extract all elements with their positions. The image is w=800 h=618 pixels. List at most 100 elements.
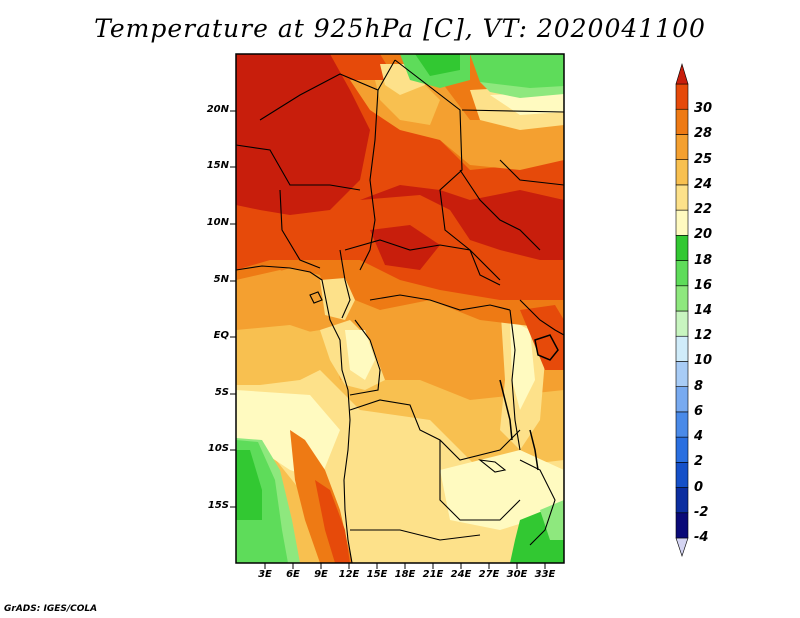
colorbar-box: [675, 487, 689, 514]
colorbar-box: [675, 184, 689, 211]
southwest-green-core: [236, 450, 262, 520]
congo-river-corridor: [345, 330, 375, 380]
lon-label-3e: 3E: [258, 569, 272, 580]
nile-cool-core: [490, 92, 564, 115]
namib-hot-core: [315, 480, 350, 563]
lat-label-15n: 15N: [206, 160, 229, 171]
colorbar-box: [675, 411, 689, 438]
border-east-rift: [509, 309, 521, 451]
colorbar-label: 24: [694, 176, 713, 192]
colorbar-label: 2: [694, 454, 704, 470]
lake-kariba: [478, 459, 507, 473]
lon-label-24e: 24E: [450, 569, 472, 580]
colorbar-label: 0: [694, 479, 704, 495]
colorbar-label: -2: [694, 504, 709, 520]
lake-victoria: [534, 334, 559, 361]
border-cameroon: [339, 249, 351, 319]
axis-ticks: [230, 110, 546, 569]
colorbar-label: 20: [694, 227, 713, 243]
colorbar-label: 8: [694, 378, 704, 394]
colorbar-label: 12: [694, 328, 713, 344]
border-drc-south: [349, 399, 521, 461]
colorbar-box: [675, 512, 689, 539]
colorbar-label: 22: [694, 202, 713, 218]
colorbar-label: 4: [694, 429, 704, 445]
lat-label-eq: EQ: [213, 330, 229, 341]
grads-credit: GrADS: IGES/COLA: [4, 604, 98, 614]
colorbar-box: [675, 209, 689, 236]
colorbar-box: [675, 361, 689, 387]
border-namibia: [350, 529, 481, 541]
west-hot-core: [236, 54, 370, 215]
colorbar-box: [675, 436, 689, 463]
colorbar-box: [675, 335, 689, 362]
lon-label-33e: 33E: [534, 569, 556, 580]
colorbar-box: [675, 462, 689, 488]
border-car: [344, 239, 501, 286]
guinea-coast-ocean: [236, 268, 330, 340]
lat-label-10n: 10N: [206, 217, 229, 228]
border-congo-river: [349, 319, 381, 396]
lon-label-15e: 15E: [366, 569, 388, 580]
central-hot-core: [360, 185, 564, 260]
colorbar-label: 6: [694, 403, 704, 419]
colorbar-label: 14: [694, 303, 713, 318]
lake-tanganyika: [499, 379, 513, 441]
border-angola-zambia: [439, 440, 521, 521]
border-drc-north: [369, 294, 511, 311]
north-green-core: [415, 54, 460, 76]
borders: [236, 59, 564, 563]
coastline-west: [236, 265, 353, 563]
border-nigeria: [279, 189, 321, 269]
lat-label-15s: 15S: [207, 500, 229, 511]
colorbar-box: [675, 310, 689, 337]
colorbar-label: 28: [694, 126, 713, 142]
border-horn: [499, 159, 564, 186]
colorbar: [675, 62, 689, 557]
lon-label-30e: 30E: [506, 569, 528, 580]
border-niger-mali: [236, 144, 361, 191]
lat-label-5s: 5S: [214, 387, 229, 398]
colorbar-box: [675, 159, 689, 186]
colorbar-box: [675, 386, 689, 413]
colorbar-label: 16: [694, 277, 713, 293]
colorbar-label: -4: [694, 530, 709, 545]
plot-frame: [235, 53, 565, 564]
colorbar-box: [675, 134, 689, 160]
lon-label-21e: 21E: [422, 569, 444, 580]
lon-label-9e: 9E: [314, 569, 328, 580]
border-mozambique: [519, 459, 556, 546]
lat-label-5n: 5N: [213, 274, 229, 285]
map-title: Temperature at 925hPa [C], VT: 202004110…: [94, 14, 706, 43]
colorbar-label: 30: [694, 101, 713, 117]
plateau-band-east: [440, 450, 564, 530]
temperature-field: [236, 54, 564, 563]
southeast-green-light: [540, 500, 564, 540]
colorbar-label: 18: [694, 252, 713, 268]
colorbar-box: [675, 108, 689, 135]
colorbar-box: [675, 235, 689, 261]
lon-label-27e: 27E: [478, 569, 500, 580]
colorbar-box: [675, 83, 689, 110]
chad-hot-patch: [370, 225, 440, 270]
colorbar-min-triangle: [675, 537, 689, 557]
colorbar-box: [675, 285, 689, 312]
east-highlands-core: [510, 320, 535, 410]
lake-chad: [309, 291, 323, 304]
border-nile: [459, 169, 541, 251]
lat-label-20n: 20N: [206, 104, 229, 115]
lake-malawi: [529, 429, 539, 471]
colorbar-label: 10: [694, 353, 713, 369]
lon-label-18e: 18E: [394, 569, 416, 580]
lon-label-12e: 12E: [338, 569, 360, 580]
north-green-east-light: [480, 82, 564, 98]
gabon-coast: [236, 325, 330, 385]
lat-label-10s: 10S: [207, 443, 229, 454]
colorbar-label: 25: [694, 151, 713, 167]
north-green-east: [470, 54, 564, 90]
colorbar-max-triangle: [675, 62, 689, 85]
colorbar-box: [675, 260, 689, 287]
border-kenya: [519, 299, 564, 336]
border-chad-west: [359, 89, 379, 271]
